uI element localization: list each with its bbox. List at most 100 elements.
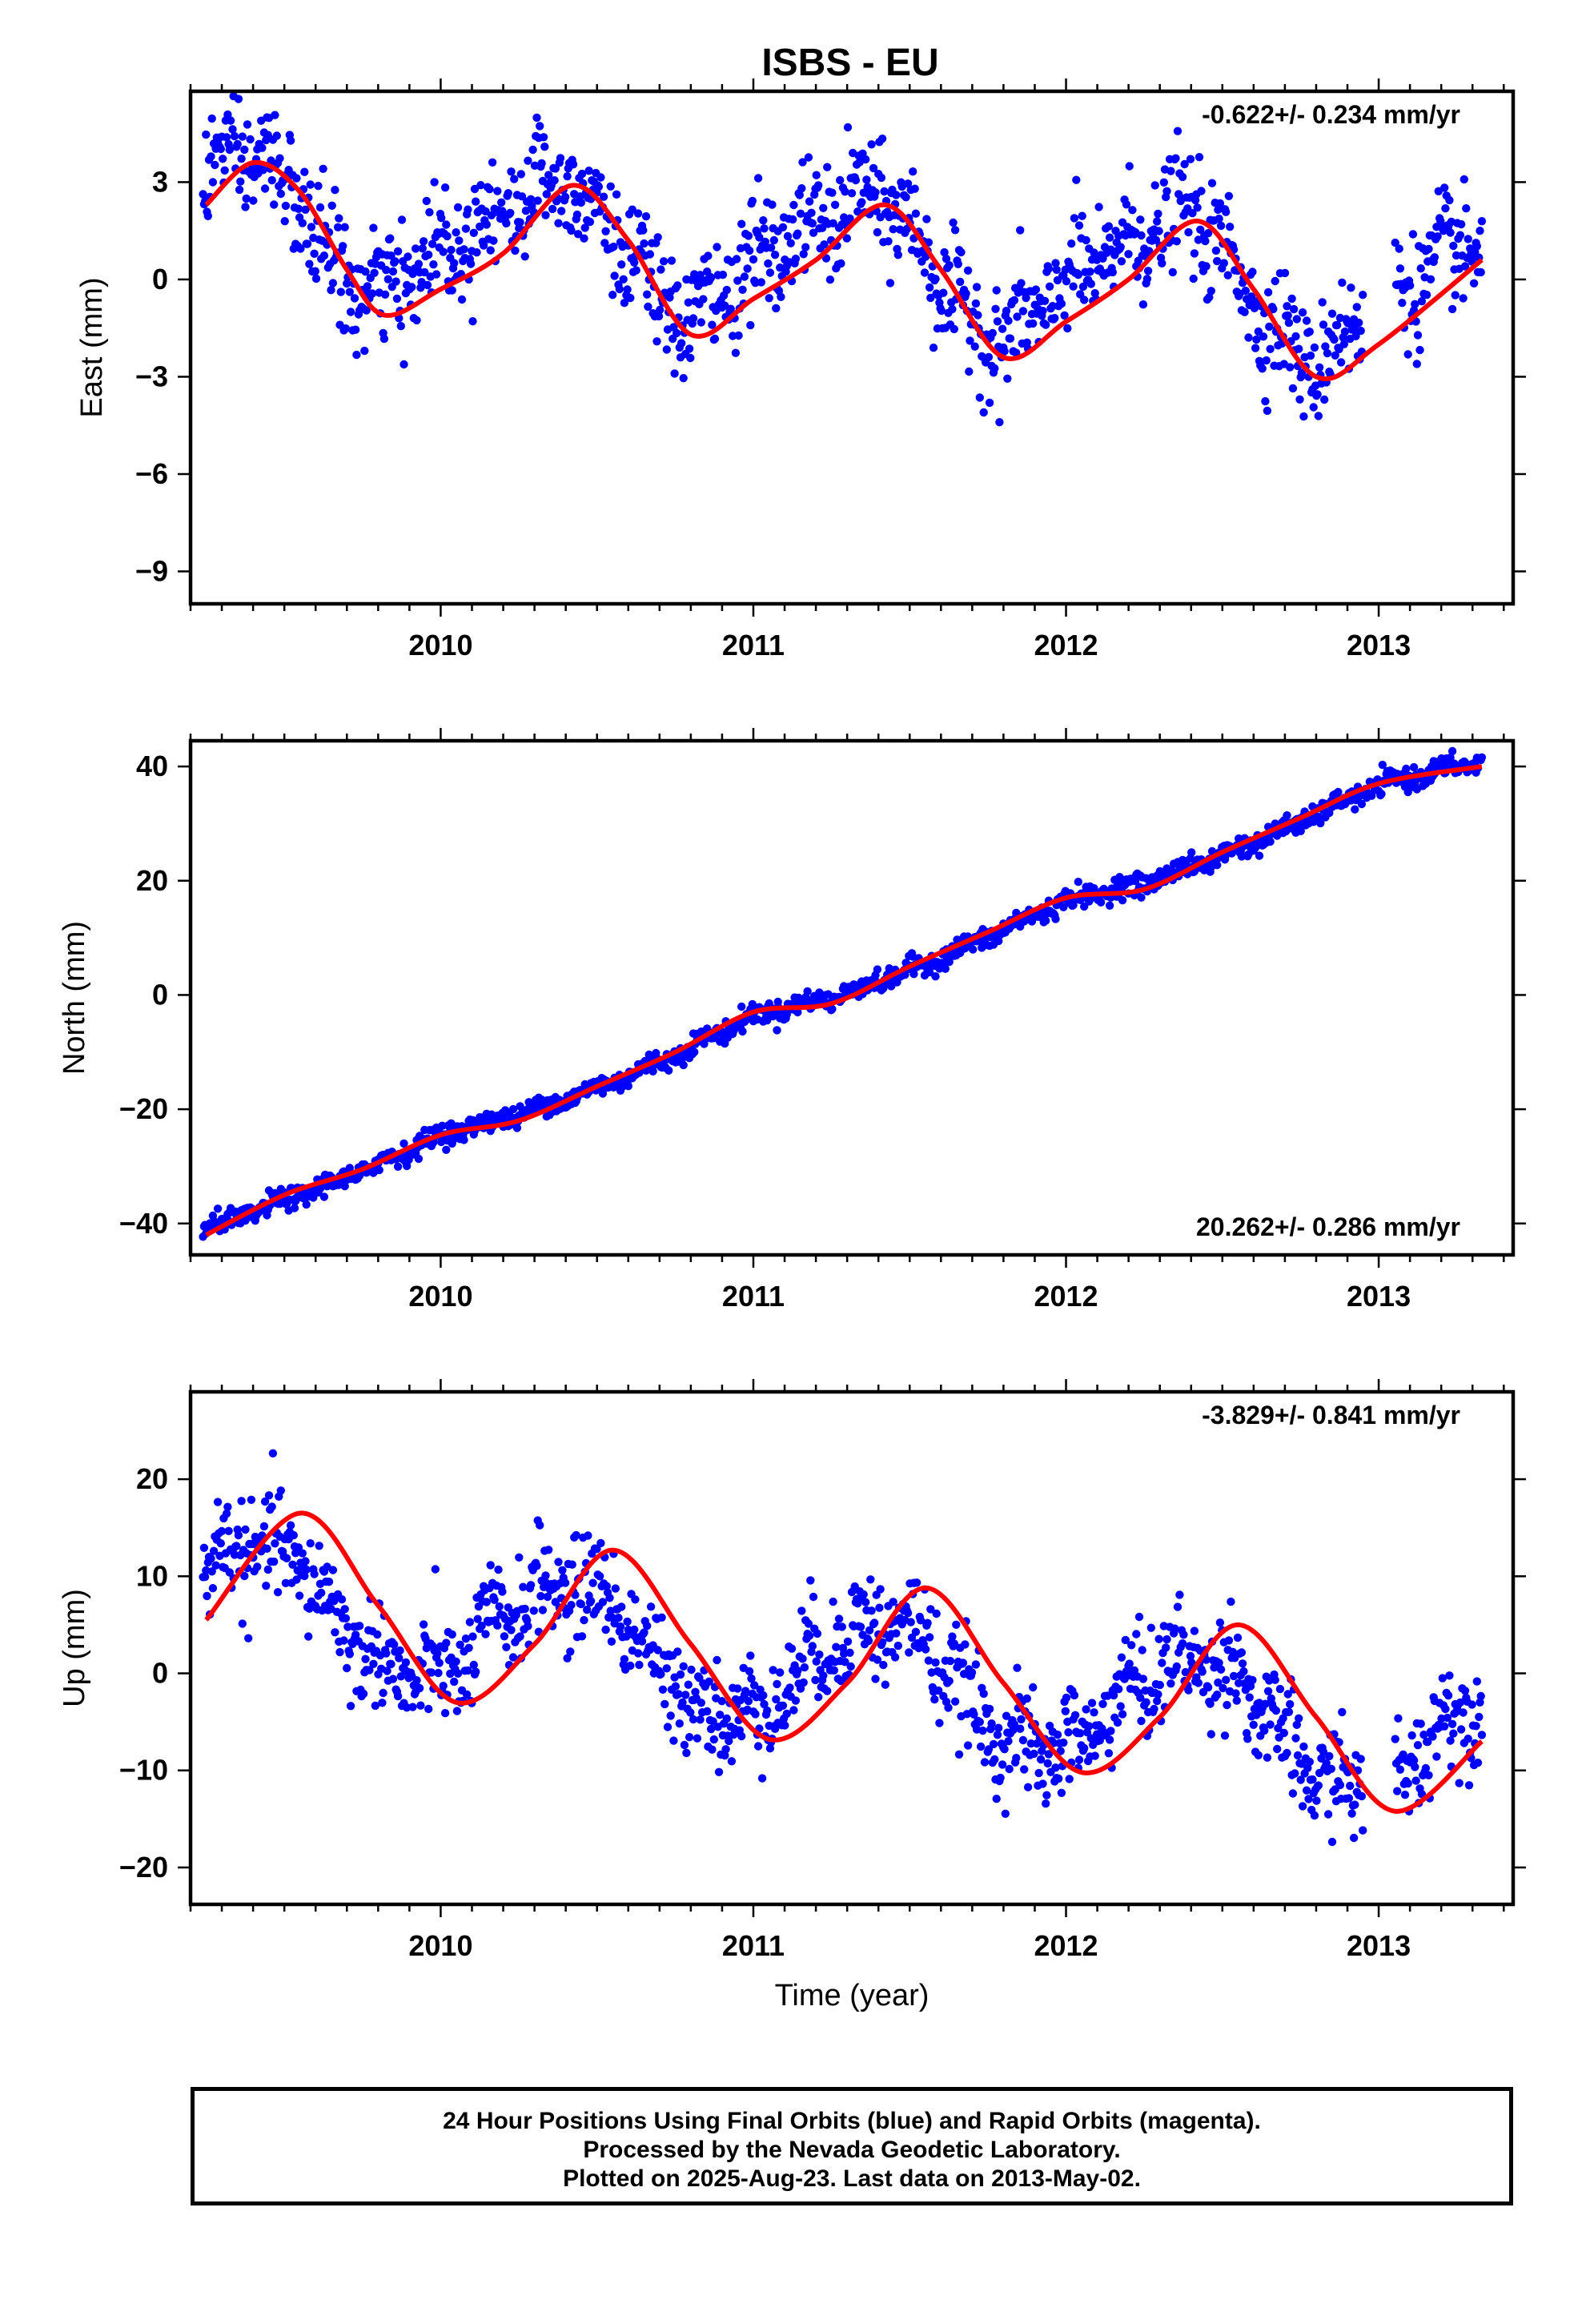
east-data-point bbox=[892, 191, 901, 199]
up-data-point bbox=[302, 1565, 311, 1574]
east-data-point bbox=[219, 155, 227, 163]
east-data-point bbox=[991, 304, 1000, 313]
east-data-point bbox=[447, 245, 456, 255]
north-data-point bbox=[1051, 915, 1060, 923]
north-data-point bbox=[828, 1004, 837, 1014]
up-y-tick-label: 0 bbox=[152, 1657, 168, 1690]
up-data-point bbox=[1109, 1691, 1118, 1700]
east-data-point bbox=[713, 243, 721, 251]
east-data-point bbox=[540, 143, 549, 151]
east-data-point bbox=[296, 244, 305, 253]
east-data-point bbox=[1416, 264, 1425, 273]
east-data-point bbox=[360, 346, 369, 356]
up-data-point bbox=[435, 1659, 444, 1667]
north-data-point bbox=[793, 1007, 802, 1017]
up-data-point bbox=[1338, 1707, 1347, 1717]
up-data-point bbox=[1305, 1757, 1315, 1767]
east-data-point bbox=[1292, 315, 1302, 324]
up-data-point bbox=[216, 1539, 225, 1548]
north-data-point bbox=[1130, 876, 1140, 886]
up-data-point bbox=[671, 1682, 681, 1691]
east-data-point bbox=[1207, 287, 1216, 296]
up-data-point bbox=[673, 1647, 682, 1656]
up-data-point bbox=[1190, 1626, 1199, 1635]
up-data-point bbox=[987, 1719, 996, 1728]
up-data-point bbox=[1216, 1665, 1226, 1674]
east-data-point bbox=[1240, 308, 1249, 316]
up-data-point bbox=[1038, 1779, 1047, 1788]
up-data-point bbox=[861, 1598, 870, 1606]
up-data-point bbox=[992, 1795, 1001, 1803]
north-x-tick-label: 2013 bbox=[1347, 1280, 1411, 1313]
up-data-point bbox=[1464, 1735, 1472, 1743]
up-data-point bbox=[1214, 1678, 1223, 1687]
east-data-point bbox=[670, 369, 679, 378]
east-data-point bbox=[1452, 251, 1461, 260]
footer-line-1: 24 Hour Positions Using Final Orbits (bl… bbox=[443, 2108, 1261, 2134]
up-data-point bbox=[689, 1715, 698, 1724]
up-data-point bbox=[395, 1654, 404, 1663]
east-data-point bbox=[1162, 187, 1171, 195]
east-data-point bbox=[939, 288, 948, 297]
east-data-point bbox=[489, 236, 498, 245]
up-data-point bbox=[601, 1625, 610, 1634]
up-data-point bbox=[1194, 1679, 1203, 1687]
up-data-point bbox=[463, 1690, 472, 1699]
up-data-point bbox=[1132, 1630, 1141, 1638]
east-data-point bbox=[556, 154, 565, 163]
east-data-point bbox=[1125, 162, 1134, 171]
east-data-point bbox=[1398, 299, 1407, 308]
east-data-point bbox=[460, 245, 468, 254]
east-data-point bbox=[644, 302, 652, 312]
east-data-point bbox=[396, 322, 405, 331]
up-data-point bbox=[1284, 1707, 1294, 1716]
up-data-point bbox=[1308, 1775, 1317, 1784]
up-data-point bbox=[971, 1660, 981, 1669]
east-y-tick-label: 3 bbox=[152, 165, 168, 198]
up-data-point bbox=[633, 1649, 643, 1658]
east-data-point bbox=[1105, 233, 1114, 242]
up-data-point bbox=[442, 1638, 451, 1647]
up-data-point bbox=[1288, 1789, 1298, 1798]
east-data-point bbox=[599, 192, 608, 201]
east-data-point bbox=[972, 283, 982, 292]
up-data-point bbox=[1010, 1720, 1019, 1729]
east-data-point bbox=[1302, 316, 1311, 325]
east-data-point bbox=[425, 207, 434, 217]
up-data-point bbox=[465, 1618, 475, 1626]
north-data-point bbox=[1351, 805, 1359, 814]
east-data-point bbox=[1138, 300, 1148, 309]
up-data-point bbox=[1263, 1687, 1273, 1695]
east-data-point bbox=[298, 219, 307, 227]
east-data-point bbox=[1154, 227, 1163, 235]
up-data-point bbox=[653, 1646, 662, 1655]
east-data-point bbox=[768, 200, 777, 209]
up-data-point bbox=[829, 1597, 837, 1606]
east-data-point bbox=[585, 217, 595, 227]
up-data-point bbox=[558, 1566, 567, 1575]
east-data-point bbox=[1283, 311, 1292, 320]
up-data-point bbox=[345, 1650, 354, 1659]
east-data-point bbox=[1067, 239, 1076, 248]
east-data-point bbox=[1408, 230, 1418, 239]
up-data-point bbox=[1146, 1623, 1156, 1632]
east-data-point bbox=[1223, 271, 1232, 279]
east-data-point bbox=[949, 218, 958, 227]
east-data-point bbox=[1283, 302, 1291, 311]
up-data-point bbox=[1042, 1799, 1050, 1808]
up-data-point bbox=[948, 1632, 957, 1641]
up-data-point bbox=[797, 1606, 806, 1615]
north-data-point bbox=[690, 1047, 699, 1057]
x-axis-label: Time (year) bbox=[775, 1979, 930, 2012]
north-y-tick-label: 0 bbox=[152, 978, 168, 1011]
east-data-point bbox=[745, 246, 754, 255]
east-data-point bbox=[1186, 155, 1195, 163]
up-data-point bbox=[566, 1647, 575, 1656]
east-data-point bbox=[275, 154, 284, 163]
east-data-point bbox=[1051, 259, 1060, 267]
east-data-point bbox=[1031, 285, 1041, 294]
up-data-point bbox=[1056, 1747, 1065, 1755]
up-data-point bbox=[1335, 1780, 1345, 1790]
up-rate-annotation: -3.829+/- 0.841 mm/yr bbox=[1202, 1401, 1460, 1429]
up-data-point bbox=[1235, 1679, 1243, 1687]
